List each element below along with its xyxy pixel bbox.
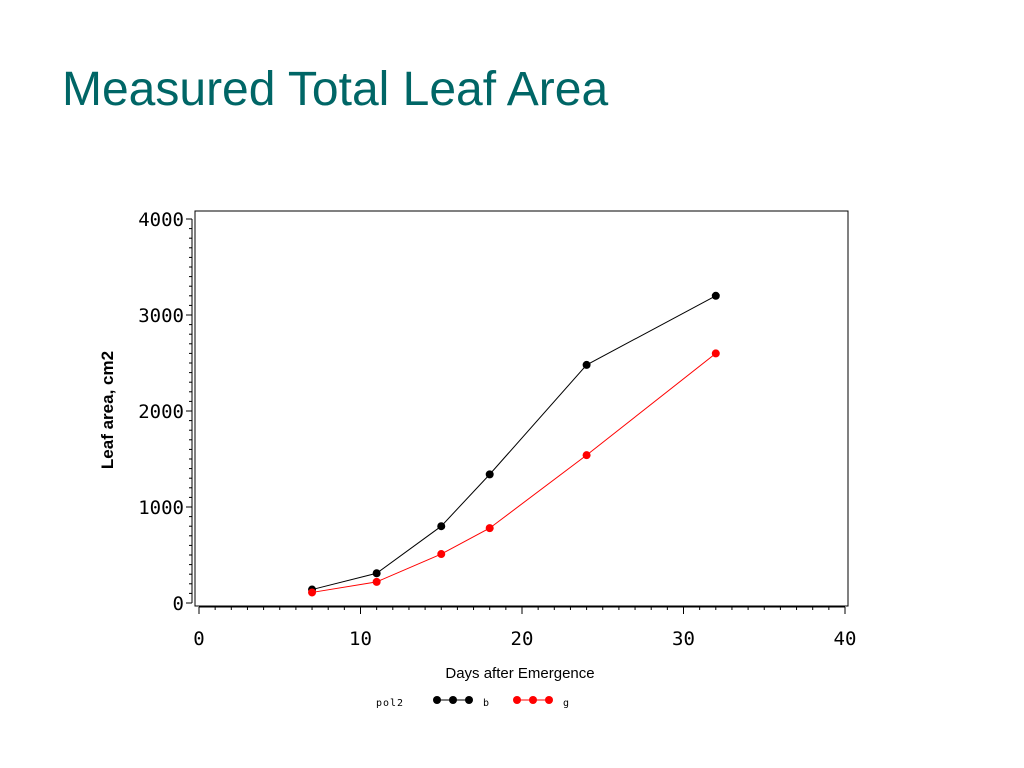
data-point-g: [308, 588, 317, 597]
legend: pol2 b g: [376, 696, 570, 709]
legend-marker-b: [465, 696, 473, 704]
slide-title: Measured Total Leaf Area: [62, 63, 609, 116]
data-point-g: [437, 550, 446, 559]
legend-marker-g: [513, 696, 521, 704]
y-tick-label: 3000: [138, 305, 184, 327]
legend-title: pol2: [376, 698, 404, 709]
data-point-b: [582, 360, 591, 369]
series-g: [308, 349, 720, 597]
data-point-g: [485, 524, 494, 533]
x-tick-label: 10: [349, 628, 372, 650]
legend-marker-g: [545, 696, 553, 704]
series-layer: [308, 291, 720, 597]
y-tick-label: 0: [173, 593, 184, 615]
legend-label-b: b: [483, 698, 490, 709]
x-tick-label: 20: [511, 628, 534, 650]
legend-marker-g: [529, 696, 537, 704]
y-tick-label: 2000: [138, 401, 184, 423]
legend-marker-b: [433, 696, 441, 704]
y-axis: 0 1000 2000 3000 4000: [138, 209, 193, 615]
legend-entry-g: g: [513, 696, 570, 709]
x-axis-title: Days after Emergence: [445, 665, 594, 682]
data-point-g: [711, 349, 720, 358]
data-point-g: [582, 451, 591, 460]
plot-frame: [194, 210, 849, 607]
series-line-g: [311, 353, 717, 593]
legend-entry-b: b: [433, 696, 490, 709]
series-line-b: [311, 295, 717, 591]
x-tick-label: 40: [834, 628, 857, 650]
y-tick-label: 1000: [138, 497, 184, 519]
data-point-b: [711, 291, 720, 300]
data-point-b: [372, 569, 381, 578]
series-b: [308, 291, 720, 594]
x-tick-label: 0: [193, 628, 204, 650]
y-axis-title: Leaf area, cm2: [98, 351, 117, 469]
data-point-b: [437, 522, 446, 531]
legend-marker-b: [449, 696, 457, 704]
x-tick-label: 30: [672, 628, 695, 650]
y-tick-label: 4000: [138, 209, 184, 231]
data-point-b: [485, 470, 494, 479]
x-axis: 0 10 20 30 40: [193, 606, 857, 650]
legend-label-g: g: [563, 698, 570, 709]
data-point-g: [372, 577, 381, 586]
